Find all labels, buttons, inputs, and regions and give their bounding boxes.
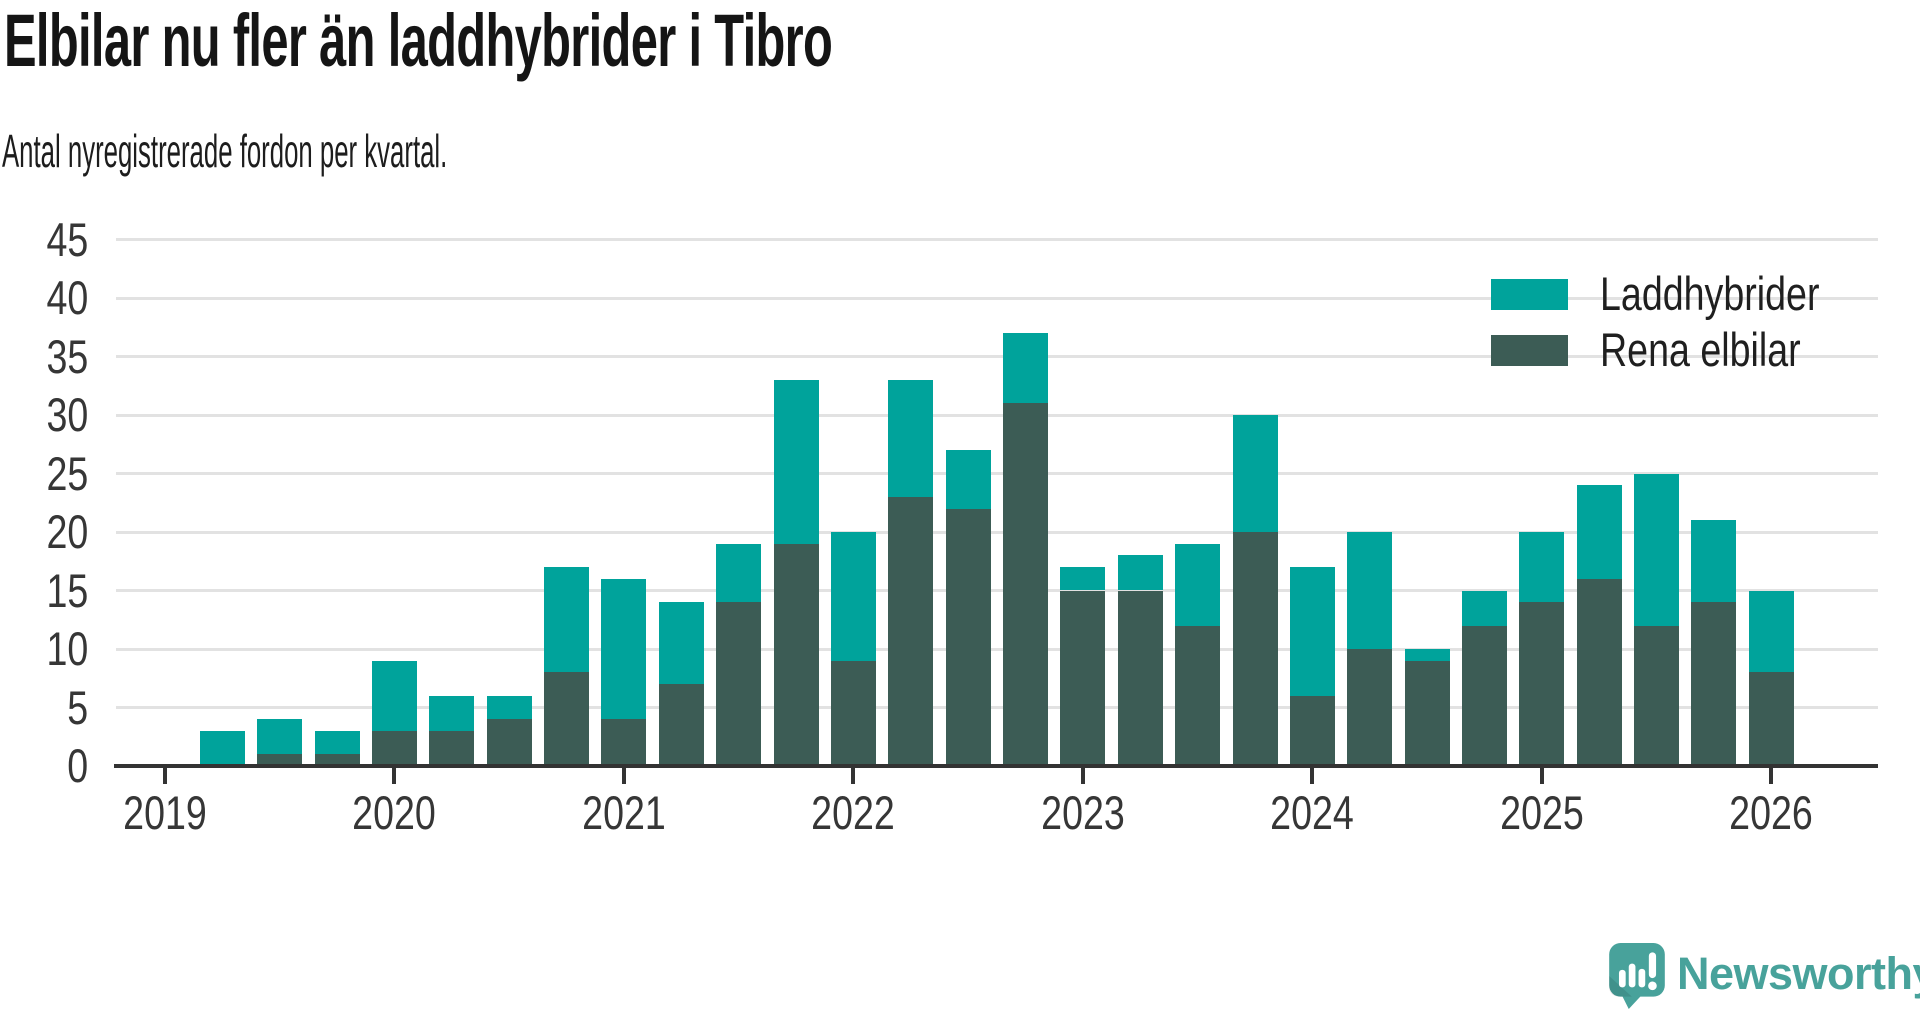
x-tick-label-2023: 2023 xyxy=(1003,786,1163,840)
bar-2020-Q2-rena-elbilar xyxy=(429,731,474,766)
bar-2026-Q1-rena-elbilar xyxy=(1749,672,1794,766)
x-tick-label-2020: 2020 xyxy=(314,786,474,840)
bar-2020-Q4-laddhybrider xyxy=(544,567,589,672)
y-tick-label-25: 25 xyxy=(46,446,88,502)
bar-2021-Q1-laddhybrider xyxy=(601,579,646,719)
bar-2020-Q4-rena-elbilar xyxy=(544,672,589,766)
bar-2019-Q2-laddhybrider xyxy=(200,731,245,766)
bar-2024-Q3-rena-elbilar xyxy=(1405,661,1450,766)
bar-2025-Q3-laddhybrider xyxy=(1634,474,1679,626)
x-tick-label-2025: 2025 xyxy=(1462,786,1622,840)
x-axis-line xyxy=(114,764,1878,768)
x-tick-2021 xyxy=(622,768,626,784)
bar-2022-Q4-laddhybrider xyxy=(1003,333,1048,403)
y-tick-label-30: 30 xyxy=(46,387,88,443)
x-tick-2019 xyxy=(163,768,167,784)
gridline-y-25 xyxy=(116,472,1878,475)
bar-2022-Q3-rena-elbilar xyxy=(946,509,991,766)
bar-2020-Q3-laddhybrider xyxy=(487,696,532,719)
bar-2025-Q4-rena-elbilar xyxy=(1691,602,1736,766)
bar-2026-Q1-laddhybrider xyxy=(1749,591,1794,673)
chart-subtitle: Antal nyregistrerade fordon per kvartal. xyxy=(2,124,447,178)
x-tick-label-2026: 2026 xyxy=(1691,786,1851,840)
bar-2022-Q2-rena-elbilar xyxy=(888,497,933,766)
bar-2021-Q4-laddhybrider xyxy=(774,380,819,544)
bar-2023-Q2-rena-elbilar xyxy=(1118,591,1163,767)
x-tick-2022 xyxy=(851,768,855,784)
bar-2023-Q4-rena-elbilar xyxy=(1233,532,1278,766)
x-tick-2026 xyxy=(1769,768,1773,784)
legend-label-laddhybrider: Laddhybrider xyxy=(1600,266,1819,322)
legend-swatch-rena-elbilar xyxy=(1491,335,1568,366)
y-tick-label-10: 10 xyxy=(46,621,88,677)
bar-2024-Q4-laddhybrider xyxy=(1462,591,1507,626)
bar-2024-Q2-rena-elbilar xyxy=(1347,649,1392,766)
y-tick-label-20: 20 xyxy=(46,504,88,560)
newsworthy-speech-bubble-chart-icon xyxy=(1607,941,1667,1009)
bar-2022-Q4-rena-elbilar xyxy=(1003,403,1048,766)
bar-2022-Q1-rena-elbilar xyxy=(831,661,876,766)
y-tick-label-5: 5 xyxy=(67,680,88,736)
bar-2025-Q1-rena-elbilar xyxy=(1519,602,1564,766)
gridline-y-45 xyxy=(116,238,1878,241)
x-tick-2024 xyxy=(1310,768,1314,784)
bar-2021-Q3-laddhybrider xyxy=(716,544,761,603)
bar-2024-Q2-laddhybrider xyxy=(1347,532,1392,649)
legend-label-rena-elbilar: Rena elbilar xyxy=(1600,322,1801,378)
y-tick-label-35: 35 xyxy=(46,329,88,385)
bar-2020-Q3-rena-elbilar xyxy=(487,719,532,766)
bar-2025-Q2-rena-elbilar xyxy=(1577,579,1622,766)
y-tick-label-40: 40 xyxy=(46,270,88,326)
newsworthy-wordmark: Newsworthy xyxy=(1677,945,1920,1003)
bar-2020-Q1-laddhybrider xyxy=(372,661,417,731)
y-tick-label-15: 15 xyxy=(46,563,88,619)
x-tick-2023 xyxy=(1081,768,1085,784)
bar-2019-Q4-laddhybrider xyxy=(315,731,360,754)
bar-2021-Q2-rena-elbilar xyxy=(659,684,704,766)
chart-title: Elbilar nu fler än laddhybrider i Tibro xyxy=(4,0,832,83)
bar-2024-Q1-laddhybrider xyxy=(1290,567,1335,696)
x-tick-label-2022: 2022 xyxy=(773,786,933,840)
bar-2022-Q2-laddhybrider xyxy=(888,380,933,497)
bar-2019-Q3-laddhybrider xyxy=(257,719,302,754)
y-tick-label-45: 45 xyxy=(46,212,88,268)
bar-2020-Q2-laddhybrider xyxy=(429,696,474,731)
bar-2023-Q1-rena-elbilar xyxy=(1060,591,1105,767)
bar-2024-Q4-rena-elbilar xyxy=(1462,626,1507,766)
bar-2020-Q1-rena-elbilar xyxy=(372,731,417,766)
bar-2022-Q1-laddhybrider xyxy=(831,532,876,661)
bar-2025-Q3-rena-elbilar xyxy=(1634,626,1679,766)
bar-2023-Q3-rena-elbilar xyxy=(1175,626,1220,766)
bar-2021-Q2-laddhybrider xyxy=(659,602,704,684)
bar-2025-Q4-laddhybrider xyxy=(1691,520,1736,602)
bar-2021-Q3-rena-elbilar xyxy=(716,602,761,766)
legend-swatch-laddhybrider xyxy=(1491,279,1568,310)
bar-2025-Q2-laddhybrider xyxy=(1577,485,1622,579)
x-tick-label-2019: 2019 xyxy=(85,786,245,840)
x-tick-label-2021: 2021 xyxy=(544,786,704,840)
x-tick-2020 xyxy=(392,768,396,784)
x-tick-label-2024: 2024 xyxy=(1232,786,1392,840)
gridline-y-30 xyxy=(116,414,1878,417)
bar-2023-Q2-laddhybrider xyxy=(1118,555,1163,590)
bar-2024-Q1-rena-elbilar xyxy=(1290,696,1335,766)
newsworthy-logo: Newsworthy xyxy=(1607,941,1917,1009)
bar-2025-Q1-laddhybrider xyxy=(1519,532,1564,602)
bar-2023-Q4-laddhybrider xyxy=(1233,415,1278,532)
y-tick-label-0: 0 xyxy=(67,738,88,794)
bar-2023-Q3-laddhybrider xyxy=(1175,544,1220,626)
bar-2021-Q1-rena-elbilar xyxy=(601,719,646,766)
bar-2023-Q1-laddhybrider xyxy=(1060,567,1105,590)
bar-2024-Q3-laddhybrider xyxy=(1405,649,1450,661)
bar-2021-Q4-rena-elbilar xyxy=(774,544,819,766)
bar-2022-Q3-laddhybrider xyxy=(946,450,991,509)
x-tick-2025 xyxy=(1540,768,1544,784)
chart-figure: Elbilar nu fler än laddhybrider i Tibro … xyxy=(0,0,1920,1010)
